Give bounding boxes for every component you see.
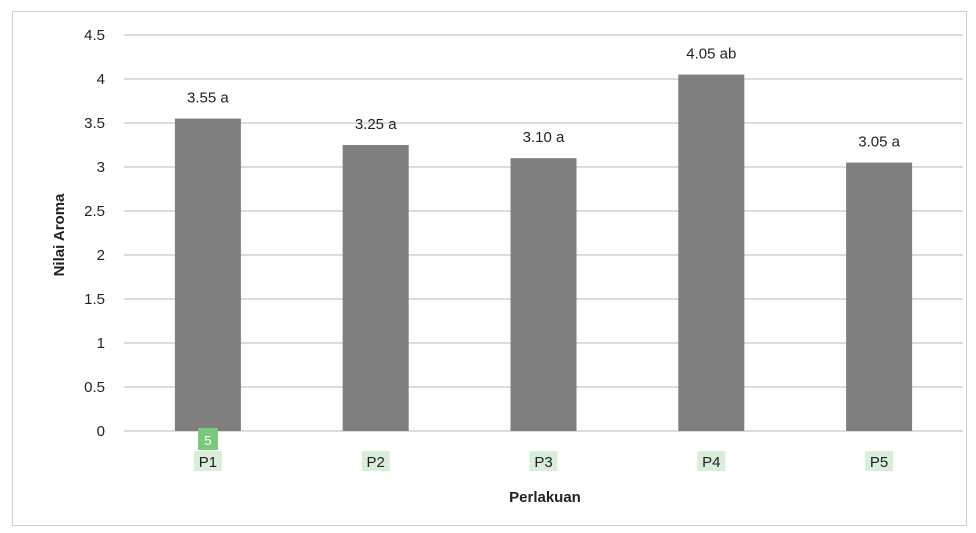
x-tick-label-p5: P5 <box>870 454 888 471</box>
x-tick-label-p3: P3 <box>534 454 552 471</box>
marker-badge-bg <box>198 428 218 450</box>
data-label-p5: 3.05 a <box>858 134 900 151</box>
chart-frame <box>12 11 967 526</box>
data-label-p4: 4.05 ab <box>686 46 736 63</box>
y-tick-label: 0.5 <box>84 379 105 396</box>
y-tick-label: 4.5 <box>84 27 105 44</box>
bars <box>174 74 913 431</box>
category-highlight-p2 <box>361 451 390 471</box>
category-highlight-p1 <box>193 451 222 471</box>
x-tick-label-p2: P2 <box>367 454 385 471</box>
y-tick-label: 3.5 <box>84 115 105 132</box>
marker-badge: 5 <box>204 433 211 448</box>
data-label-p1: 3.55 a <box>187 90 229 107</box>
y-axis-ticks: 0 0.5 1 1.5 2 2.5 3 3.5 4 4.5 <box>84 27 105 440</box>
gridlines <box>124 34 963 432</box>
category-highlight-p4 <box>697 451 726 471</box>
bar-p1 <box>174 118 241 431</box>
x-tick-label-p4: P4 <box>702 454 720 471</box>
y-tick-label: 0 <box>97 423 105 440</box>
bar-p2 <box>342 145 409 431</box>
y-tick-label: 2 <box>97 247 105 264</box>
y-axis-title: Nilai Aroma <box>51 193 68 276</box>
y-tick-label: 1 <box>97 335 105 352</box>
y-tick-label: 2.5 <box>84 203 105 220</box>
data-label-p3: 3.10 a <box>523 129 565 146</box>
y-tick-label: 1.5 <box>84 291 105 308</box>
category-highlight-p5 <box>865 451 894 471</box>
data-label-p2: 3.25 a <box>355 116 397 133</box>
x-axis-categories: P1 P2 P3 P4 P5 <box>193 451 894 471</box>
category-highlight-p3 <box>529 451 558 471</box>
x-axis-title: Perlakuan <box>509 489 581 506</box>
bar-p4 <box>678 74 745 431</box>
y-tick-label: 4 <box>97 71 105 88</box>
bar-p5 <box>846 162 913 431</box>
bar-p3 <box>510 158 577 431</box>
data-labels: 3.55 a 3.25 a 3.10 a 4.05 ab 3.05 a <box>187 46 901 151</box>
y-tick-label: 3 <box>97 159 105 176</box>
x-tick-label-p1: P1 <box>199 454 217 471</box>
